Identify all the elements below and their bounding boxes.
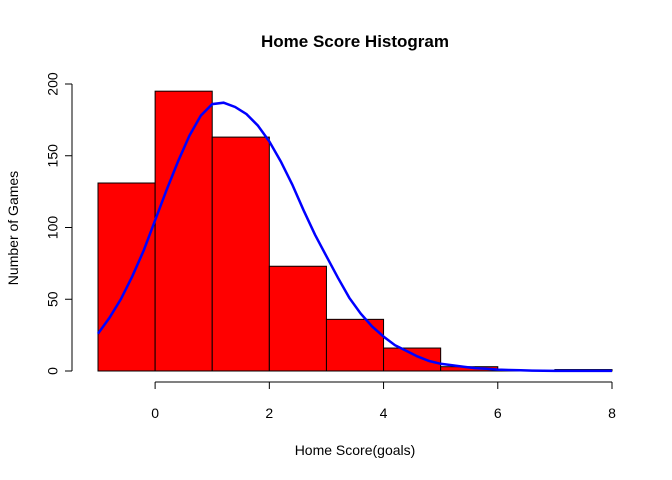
histogram-bar bbox=[325, 318, 385, 372]
y-tick-label: 150 bbox=[45, 144, 61, 168]
curve-group bbox=[96, 101, 612, 373]
y-axis: 0 50 100 150 200 bbox=[45, 72, 73, 375]
histogram-bar bbox=[97, 182, 156, 372]
y-tick-label: 50 bbox=[45, 291, 61, 307]
bars-group bbox=[97, 90, 613, 372]
x-tick-label: 0 bbox=[151, 405, 159, 421]
histogram-bar bbox=[383, 347, 442, 372]
y-axis-label: Number of Games bbox=[5, 171, 21, 285]
density-curve-line bbox=[96, 101, 612, 373]
x-axis: 0 2 4 6 8 bbox=[151, 381, 616, 421]
histogram-bar bbox=[154, 90, 213, 372]
histogram-bar bbox=[211, 136, 270, 372]
histogram-bar bbox=[268, 265, 327, 372]
x-tick-label: 2 bbox=[265, 405, 273, 421]
x-tick-label: 6 bbox=[494, 405, 502, 421]
x-axis-label: Home Score(goals) bbox=[295, 442, 416, 458]
chart-title: Home Score Histogram bbox=[261, 32, 449, 51]
y-tick-label: 200 bbox=[45, 72, 61, 96]
x-tick-label: 4 bbox=[380, 405, 388, 421]
x-tick-label: 8 bbox=[608, 405, 616, 421]
y-tick-label: 0 bbox=[45, 367, 61, 375]
y-tick-label: 100 bbox=[45, 216, 61, 240]
